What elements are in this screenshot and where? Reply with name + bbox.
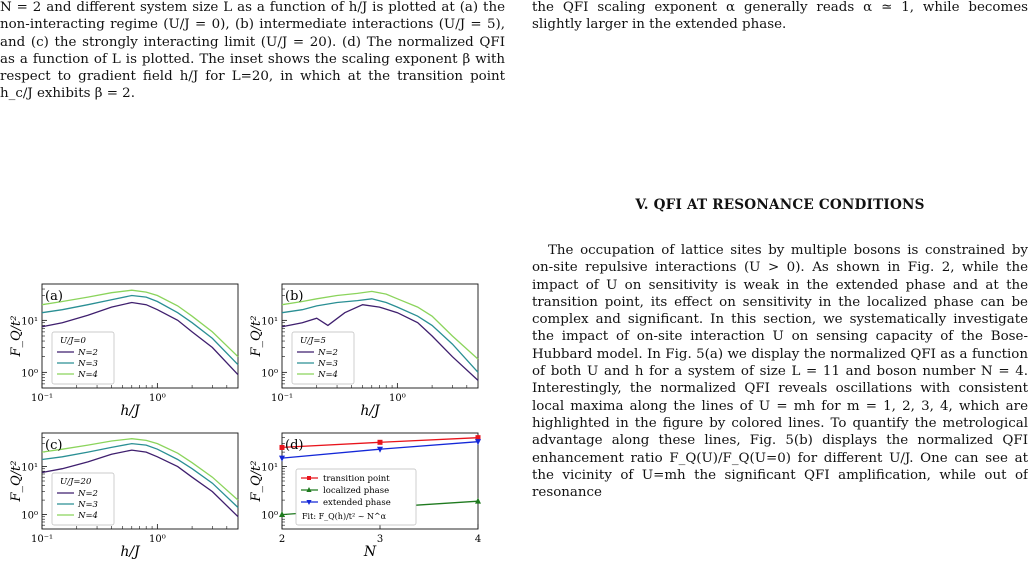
series-line bbox=[41, 442, 239, 508]
legend-box bbox=[295, 468, 417, 526]
paragraph-top: the QFI scaling exponent α generally rea… bbox=[532, 0, 1028, 33]
x-tick-label: 4 bbox=[475, 534, 481, 545]
legend-entry: N=3 bbox=[77, 359, 98, 369]
y-tick-label: 10⁰ bbox=[261, 511, 278, 522]
legend-entry: N=3 bbox=[77, 500, 98, 510]
x-tick-label: 3 bbox=[377, 534, 383, 545]
data-point bbox=[377, 446, 383, 453]
panel-label: (c) bbox=[45, 438, 62, 453]
data-point bbox=[279, 511, 285, 518]
y-tick-label: 10¹ bbox=[261, 463, 278, 474]
y-tick-label: 10⁰ bbox=[21, 368, 38, 379]
y-axis-label: F_Q/t² bbox=[9, 316, 24, 358]
legend-entry: N=2 bbox=[317, 348, 338, 358]
y-axis-label: F_Q/t² bbox=[249, 316, 264, 358]
y-axis-label: F_Q/t² bbox=[9, 461, 24, 503]
x-tick-label: 10⁻¹ bbox=[31, 393, 53, 404]
data-point bbox=[279, 444, 285, 450]
x-axis-label: N bbox=[363, 544, 377, 560]
y-tick-label: 10⁰ bbox=[261, 368, 278, 379]
panel-b: 10⁰ 10¹ 10⁻¹ 10⁰ h/J F_Q/t² (b) U/J=5 N=2N=3N=4 bbox=[249, 283, 479, 419]
legend-box bbox=[51, 331, 115, 385]
y-tick-label: 10¹ bbox=[21, 463, 38, 474]
legend-entry: N=4 bbox=[317, 370, 338, 380]
panel-a: 10⁰ 10¹ 10⁻¹ 10⁰ h/J F_Q/t² (a) U/J=0 N=2N=3N=4 bbox=[9, 283, 239, 419]
x-tick-label: 10⁻¹ bbox=[271, 393, 293, 404]
paragraph-body: The occupation of lattice sites by multi… bbox=[532, 243, 1028, 501]
series-line bbox=[41, 301, 239, 376]
legend-entry: N=3 bbox=[317, 359, 338, 369]
x-tick-label: 10⁰ bbox=[149, 534, 166, 545]
data-point bbox=[475, 435, 481, 441]
series-line bbox=[41, 438, 239, 501]
legend-box bbox=[51, 472, 115, 526]
series-line bbox=[41, 294, 239, 366]
data-point bbox=[279, 455, 285, 462]
legend-marker bbox=[306, 500, 312, 505]
legend-entry: extended phase bbox=[323, 498, 391, 508]
series-line bbox=[281, 304, 479, 381]
data-point bbox=[475, 439, 481, 446]
section-title: V. QFI AT RESONANCE CONDITIONS bbox=[635, 197, 925, 213]
legend-marker bbox=[306, 487, 312, 492]
y-tick-label: 10¹ bbox=[21, 316, 38, 327]
legend-title: U/J=5 bbox=[300, 336, 326, 346]
panel-label: (a) bbox=[45, 289, 63, 304]
legend-marker bbox=[307, 476, 311, 480]
y-tick-label: 10⁰ bbox=[21, 511, 38, 522]
x-tick-label: 10⁰ bbox=[149, 393, 166, 404]
data-point bbox=[377, 439, 383, 445]
legend-entry: localized phase bbox=[323, 486, 389, 496]
panel-c: 10⁰ 10¹ 10⁻¹ 10⁰ h/J F_Q/t² (c) U/J=20 N=2N=3N=4 bbox=[9, 432, 239, 560]
legend-title: U/J=0 bbox=[60, 336, 87, 346]
panel-label: (d) bbox=[285, 438, 303, 453]
x-tick-label: 2 bbox=[279, 534, 285, 545]
data-point bbox=[475, 497, 481, 504]
series-line bbox=[41, 289, 239, 358]
series-line bbox=[41, 449, 239, 518]
series-line bbox=[281, 298, 479, 373]
x-axis-label: h/J bbox=[360, 403, 381, 419]
legend-title: U/J=20 bbox=[60, 477, 92, 487]
x-axis-label: h/J bbox=[120, 544, 141, 560]
y-axis-label: F_Q/t² bbox=[249, 461, 264, 503]
legend-entry: N=2 bbox=[77, 489, 98, 499]
series-line bbox=[281, 290, 479, 360]
legend-box bbox=[291, 331, 355, 385]
x-tick-label: 10⁻¹ bbox=[31, 534, 53, 545]
y-tick-label: 10¹ bbox=[261, 316, 278, 327]
legend-entry: transition point bbox=[323, 474, 390, 484]
legend-fit-text: Fit: F_Q(h)/t² ~ N^α bbox=[302, 512, 387, 521]
legend-entry: N=2 bbox=[77, 348, 98, 358]
legend-entry: N=4 bbox=[77, 370, 98, 380]
panel-d: 10⁰ 10¹ 2 3 4 N F_Q/t² (d) transition point local… bbox=[249, 432, 481, 560]
figure-caption: N = 2 and different system size L as a f… bbox=[0, 0, 505, 102]
x-axis-label: h/J bbox=[120, 403, 141, 419]
panel-label: (b) bbox=[285, 289, 303, 304]
legend-entry: N=4 bbox=[77, 511, 98, 521]
x-tick-label: 10⁰ bbox=[389, 393, 406, 404]
